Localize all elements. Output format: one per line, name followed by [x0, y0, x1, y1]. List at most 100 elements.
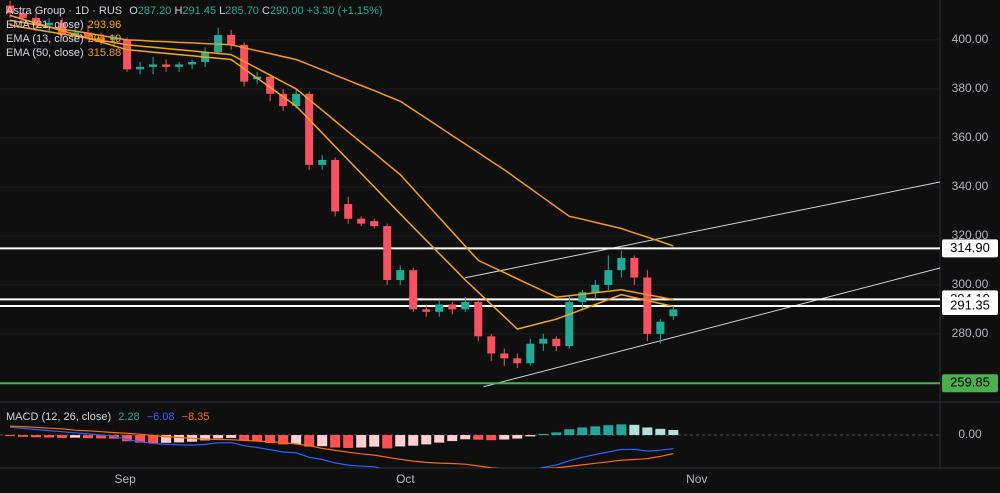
histogram-bar [96, 435, 107, 439]
histogram-bar [447, 435, 458, 442]
price-legend: Astra Group · 1D · RUS O287.20 H291.45 L… [6, 4, 383, 60]
histogram-bar [369, 435, 380, 447]
x-tick-label: Nov [686, 472, 707, 486]
histogram-bar [343, 435, 354, 448]
histogram-bar [18, 435, 29, 437]
candle-body [149, 64, 158, 67]
legend-value: 291.19 [87, 33, 122, 45]
candle-body [604, 270, 613, 285]
histogram-bar [109, 435, 120, 439]
histogram-bar [31, 435, 42, 438]
candle-body [669, 309, 678, 317]
histogram-bar [564, 429, 575, 436]
histogram-bar [590, 426, 601, 436]
candle-body [110, 37, 119, 40]
symbol-title: Astra Group · 1D · RUS [6, 5, 123, 17]
histogram-bar [395, 435, 406, 447]
histogram-bar [213, 435, 224, 439]
histogram-bar [265, 435, 276, 444]
candle-body [656, 321, 665, 334]
macd-line [9, 426, 674, 468]
histogram-bar [512, 435, 523, 439]
candle-body [500, 353, 509, 359]
y-tick-label: 320.00 [952, 228, 989, 242]
candle-body [279, 93, 288, 107]
histogram-bar [408, 435, 419, 446]
histogram-bar [577, 427, 588, 436]
trendline [465, 181, 940, 279]
histogram-bar [603, 425, 614, 436]
x-tick-label: Oct [396, 472, 415, 486]
candle-body [331, 159, 340, 212]
y-tick-label: 360.00 [952, 130, 989, 144]
candle-body [344, 204, 353, 219]
histogram-bar [44, 435, 55, 438]
histogram-bar [538, 433, 549, 436]
quote-prefix: H [174, 5, 183, 17]
candle-body [240, 44, 249, 82]
histogram-bar [135, 435, 146, 443]
histogram-value: 2.28 [118, 411, 140, 423]
histogram-bar [668, 429, 679, 436]
histogram-bar [473, 435, 484, 440]
histogram-bar [551, 432, 562, 436]
candle-body [383, 226, 392, 280]
y-tick-label: 0.00 [958, 427, 982, 441]
candle-body [578, 292, 587, 303]
histogram-bar [356, 435, 367, 448]
quote-prefix: C [262, 5, 270, 17]
quote-prefix: O [129, 5, 138, 17]
histogram-bar [226, 435, 237, 438]
histogram-bar [382, 435, 393, 449]
candle-body [305, 93, 314, 165]
price-label: 291.35 [950, 297, 990, 312]
histogram-bar [525, 435, 536, 437]
price-label-box [942, 239, 998, 258]
ema-line [9, 14, 674, 330]
legend-value: 315.88 [87, 47, 122, 59]
signal-value: −8.35 [181, 411, 210, 423]
macd-legend: MACD (12, 26, close) 2.28 −6.08 −8.35 [6, 410, 213, 424]
histogram-bar [460, 435, 471, 440]
candle-body [123, 39, 132, 70]
histogram-bar [174, 435, 185, 443]
candle-body [513, 358, 522, 364]
histogram-bar [434, 435, 445, 443]
candle-body [318, 159, 327, 165]
histogram-bar [57, 435, 68, 438]
candle-body [422, 309, 431, 312]
x-tick-label: Sep [114, 472, 136, 486]
candle-body [474, 302, 483, 337]
price-label-box [942, 374, 998, 393]
candle-body [136, 66, 145, 70]
macd-value: −6.08 [146, 411, 175, 423]
ema-legend: EMA (21, close) 293.96 EMA (13, close) 291.… [6, 18, 383, 60]
candle-body [461, 302, 470, 310]
histogram-bar [252, 435, 263, 442]
candle-body [162, 64, 171, 67]
candle-body [409, 270, 418, 310]
candle-body [32, 17, 41, 26]
histogram-bar [655, 428, 666, 436]
histogram-bar [200, 435, 211, 441]
quote-value: 287.20 [137, 5, 172, 17]
price-label: 314.90 [950, 240, 990, 255]
legend-name: EMA (13, close) [6, 33, 84, 45]
candle-body [643, 277, 652, 334]
histogram-bar [330, 435, 341, 448]
y-tick-label: 400.00 [952, 32, 989, 46]
legend-entry: EMA (50, close) 315.88 [6, 46, 383, 60]
histogram-bar [317, 435, 328, 447]
symbol-row: Astra Group · 1D · RUS O287.20 H291.45 L… [6, 4, 383, 18]
legend-entry: EMA (21, close) 293.96 [6, 18, 383, 32]
histogram-bar [304, 435, 315, 447]
legend-name: EMA (21, close) [6, 19, 84, 31]
legend-value: 293.96 [87, 19, 122, 31]
candle-body [396, 270, 405, 280]
candle-body [526, 343, 535, 364]
macd-title: MACD (12, 26, close) [6, 411, 112, 423]
candle-body [630, 257, 639, 278]
candle-body [539, 338, 548, 344]
